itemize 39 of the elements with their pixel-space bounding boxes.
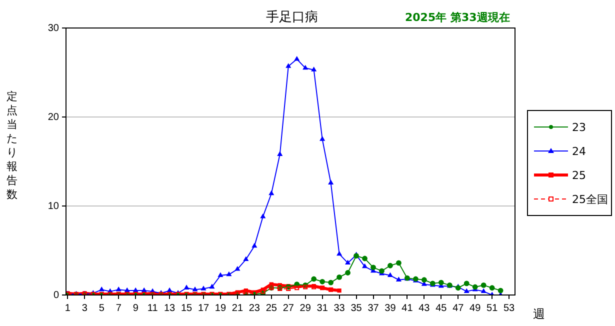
x-tick-label: 43 [418,302,430,314]
y-axis-title: 定点当たり報告数 [6,90,18,202]
x-tick-label: 11 [147,302,158,314]
chart-title: 手足口病 [266,9,318,26]
y-tick-label: 20 [48,112,60,123]
y-tick-label: 0 [53,290,60,301]
x-tick-label: 49 [470,302,482,314]
x-tick-label: 41 [402,302,414,314]
x-tick-label: 21 [232,302,244,314]
x-tick-label: 53 [503,302,516,314]
y-tick-label: 30 [48,22,60,34]
x-tick-label: 25 [266,302,278,314]
text: 2025年 第33週現在 [405,10,510,25]
x-tick-label: 23 [248,302,260,314]
x-tick-label: 5 [98,302,105,314]
x-tick-label: 27 [282,302,294,314]
legend-label: 25 [572,168,586,182]
x-tick-label: 33 [334,302,346,314]
x-tick-label: 9 [132,302,139,314]
x-tick-label: 39 [384,302,396,314]
x-tick-label: 19 [214,302,226,314]
x-tick-label: 45 [436,302,448,314]
legend-label: 25全国 [572,192,608,206]
x-tick-label: 3 [82,302,88,314]
legend-label: 23 [572,120,586,134]
x-tick-label: 35 [350,302,362,314]
x-tick-label: 13 [164,302,176,314]
x-tick-label: 1 [64,302,71,314]
x-tick-label: 51 [486,302,498,314]
x-axis-title: 週 [533,306,545,323]
legend-label: 24 [572,144,586,158]
x-tick-label: 31 [316,302,328,314]
x-tick-label: 47 [452,302,464,314]
x-tick-label: 15 [180,302,193,314]
x-tick-label: 29 [300,302,312,314]
x-tick-label: 37 [368,302,380,314]
y-tick-label: 10 [48,200,60,212]
x-tick-label: 17 [198,302,210,314]
x-tick-label: 7 [116,302,122,314]
